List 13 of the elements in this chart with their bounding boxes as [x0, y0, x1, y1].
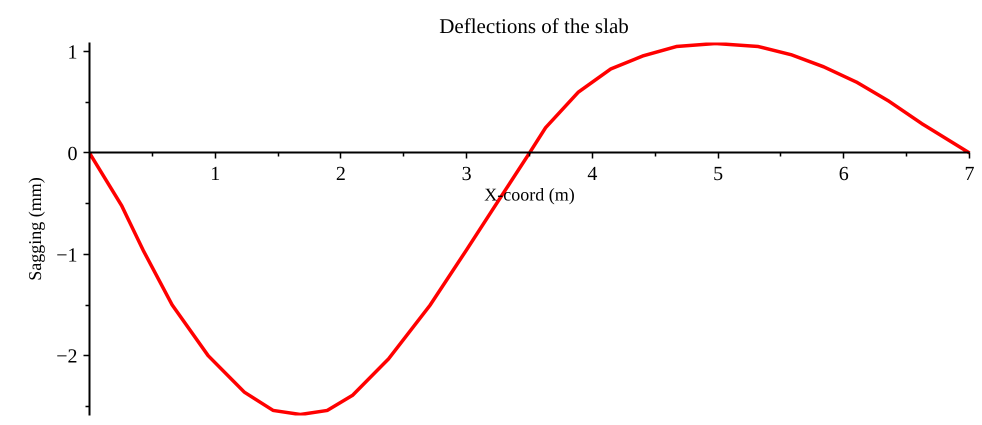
y-tick-label: 1	[68, 42, 78, 64]
y-tick-label: 0	[68, 142, 78, 165]
x-tick-label: 7	[964, 162, 974, 185]
y-tick-label: −1	[56, 244, 78, 266]
x-tick-label: 2	[336, 162, 346, 185]
x-tick-label: 3	[462, 162, 472, 185]
y-tick-label: −2	[56, 346, 78, 368]
y-axis-title: Sagging (mm)	[25, 177, 46, 281]
x-tick-label: 6	[838, 162, 849, 185]
chart-title: Deflections of the slab	[439, 14, 629, 38]
x-tick-label: 1	[210, 162, 220, 185]
x-tick-label: 5	[713, 162, 724, 185]
x-tick-label: 4	[587, 162, 598, 185]
